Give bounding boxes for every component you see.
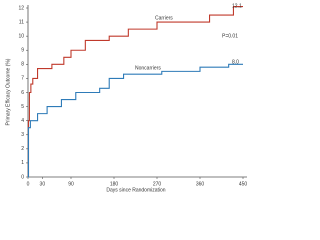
series-label: Noncarriers: [135, 65, 161, 71]
y-tick-label: 0: [21, 174, 24, 180]
y-tick-label: 8: [21, 62, 24, 68]
y-tick-label: 10: [18, 33, 24, 39]
y-tick-label: 5: [21, 104, 24, 110]
y-tick-label: 3: [21, 132, 24, 138]
y-tick-label: 6: [21, 90, 24, 96]
y-tick-label: 9: [21, 48, 24, 54]
x-tick-label: 30: [40, 181, 46, 187]
x-tick-label: 450: [239, 181, 248, 187]
annotation: 12.1: [232, 3, 242, 9]
annotation: 8.0: [232, 59, 239, 65]
chart: Days since Randomization Primary Efficac…: [5, 3, 248, 193]
axes: [27, 5, 247, 178]
y-tick-label: 11: [19, 19, 24, 25]
y-tick-label: 7: [21, 76, 24, 82]
y-tick-label: 4: [21, 118, 24, 124]
x-tick-label: 180: [110, 181, 119, 187]
y-tick-label: 1: [21, 160, 24, 166]
step-line: [27, 6, 243, 178]
x-tick-label: 90: [68, 181, 74, 187]
x-axis-label: Days since Randomization: [106, 187, 165, 193]
x-tick-label: 270: [153, 181, 162, 187]
annotation: P=0.01: [222, 33, 238, 39]
x-tick-label: 360: [196, 181, 205, 187]
y-tick-label: 12: [18, 5, 24, 11]
x-tick-label: 0: [27, 181, 30, 187]
y-tick-label: 2: [21, 146, 24, 152]
series-label: Carriers: [155, 15, 173, 21]
step-line: [27, 63, 243, 178]
y-axis-label: Primary Efficacy Outcome (%): [5, 58, 11, 125]
